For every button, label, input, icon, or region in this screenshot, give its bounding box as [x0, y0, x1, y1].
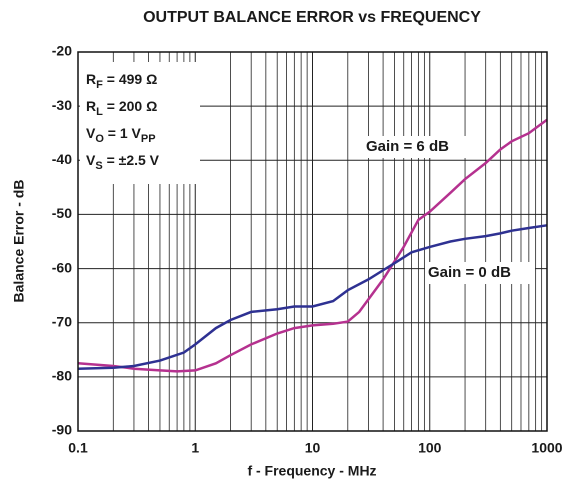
annotation-subscript: S — [95, 160, 102, 172]
annotation-text: = 499 Ω — [103, 71, 157, 87]
annotation: VO = 1 VPP — [86, 125, 156, 145]
annotation-text: = 1 V — [104, 125, 142, 141]
annotation-text: R — [86, 98, 96, 114]
y-tick-label: -20 — [52, 43, 72, 59]
annotation-subscript: L — [96, 106, 103, 118]
x-axis-label: f - Frequency - MHz — [247, 463, 376, 479]
y-tick-label: -80 — [52, 368, 72, 384]
x-tick-label: 0.1 — [68, 440, 88, 456]
x-tick-label: 10 — [305, 440, 321, 456]
plot-frame — [77, 51, 548, 432]
y-tick-label: -50 — [52, 205, 72, 221]
y-tick-label: -70 — [52, 313, 72, 329]
annotation-text: = ±2.5 V — [103, 152, 160, 168]
chart-title: OUTPUT BALANCE ERROR vs FREQUENCY — [143, 9, 481, 26]
x-tick-label: 100 — [418, 440, 442, 456]
annotation-subscript: O — [95, 133, 104, 145]
annotation-text: R — [86, 71, 96, 87]
annotation: VS = ±2.5 V — [86, 152, 160, 172]
annotation-text: V — [86, 125, 96, 141]
y-tick-label: -60 — [52, 259, 72, 275]
series-line — [77, 224, 548, 370]
y-tick-label: -30 — [52, 97, 72, 113]
annotation-text: = 200 Ω — [103, 98, 157, 114]
y-axis-label: Balance Error - dB — [11, 180, 27, 303]
y-tick-label: -40 — [52, 151, 72, 167]
x-tick-label: 1 — [191, 440, 199, 456]
annotation-box — [80, 62, 200, 184]
series-label: Gain = 0 dB — [428, 264, 511, 281]
annotation-subscript: F — [96, 79, 103, 91]
y-tick-label: -90 — [52, 422, 72, 438]
annotation: RL = 200 Ω — [86, 98, 157, 118]
series-line — [77, 118, 548, 373]
series-label: Gain = 6 dB — [366, 138, 449, 155]
annotation: RF = 499 Ω — [86, 71, 157, 91]
x-tick-label: 1000 — [531, 440, 562, 456]
annotation-subscript: PP — [141, 133, 156, 145]
series-label-box — [425, 262, 535, 284]
annotation-text: V — [86, 152, 96, 168]
series-label-box — [363, 136, 471, 158]
